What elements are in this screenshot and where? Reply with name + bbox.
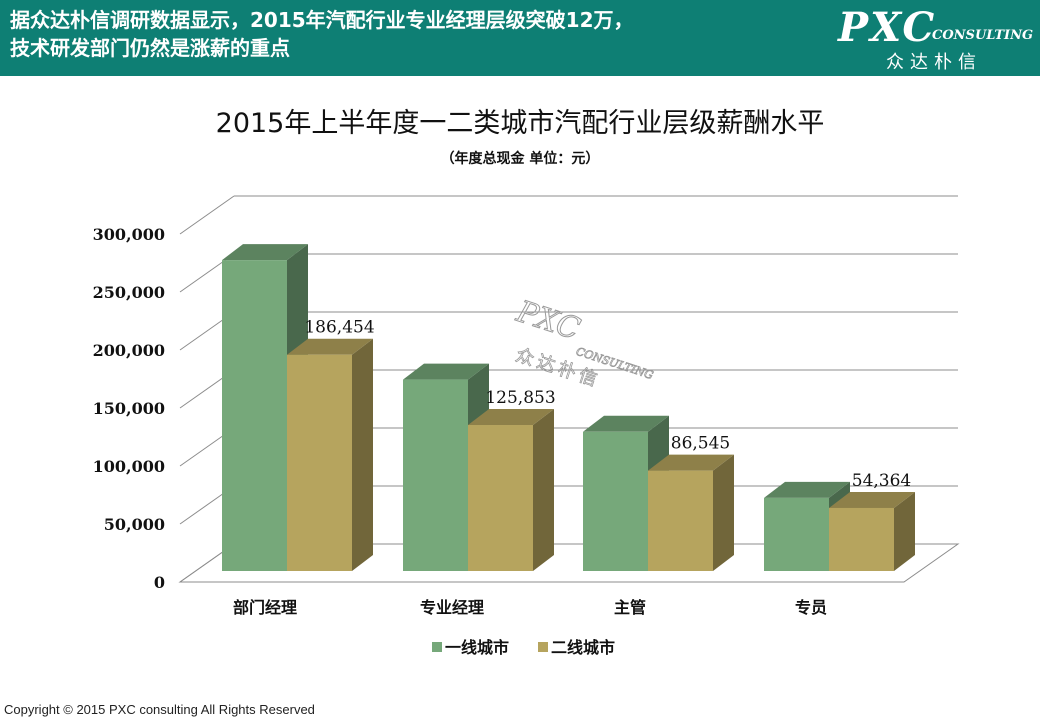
y-tick-label: 0 — [154, 573, 165, 592]
legend-swatch — [432, 642, 442, 652]
bar-side — [894, 491, 915, 571]
y-tick-label: 250,000 — [93, 283, 165, 302]
header-banner: 据众达朴信调研数据显示，2015年汽配行业专业经理层级突破12万， 技术研发部门… — [0, 0, 1040, 76]
logo-cn-text: 众达朴信 — [886, 52, 982, 73]
y-tick-label: 150,000 — [93, 399, 165, 418]
bar — [222, 260, 287, 571]
y-tick-label: 300,000 — [93, 225, 165, 244]
y-tick-label: 50,000 — [104, 515, 165, 534]
headline: 据众达朴信调研数据显示，2015年汽配行业专业经理层级突破12万， 技术研发部门… — [10, 6, 830, 62]
logo-main-text: PXC — [838, 4, 937, 51]
bar — [648, 470, 713, 571]
data-label: 54,364 — [852, 471, 911, 491]
bar — [403, 379, 468, 571]
x-axis: 部门经理 专业经理 主管 专员 — [233, 598, 827, 617]
data-labels: 186,454 125,853 86,545 54,364 — [304, 318, 911, 491]
grid-diagonal — [179, 195, 235, 235]
chart-title: 2015年上半年度一二类城市汽配行业层级薪酬水平 — [216, 108, 825, 139]
data-label: 125,853 — [485, 388, 555, 408]
legend-label: 二线城市 — [551, 638, 615, 657]
bar-top — [829, 491, 915, 508]
bar-side — [713, 454, 734, 571]
bar-top — [764, 481, 850, 498]
headline-line-2: 技术研发部门仍然是涨薪的重点 — [10, 36, 290, 60]
category-label: 专业经理 — [420, 598, 484, 617]
y-tick-label: 200,000 — [93, 341, 165, 360]
bar — [468, 425, 533, 571]
bar-top — [468, 409, 554, 426]
legend: 一线城市 二线城市 — [432, 638, 615, 657]
watermark-main: PXC — [512, 294, 585, 347]
data-label: 186,454 — [304, 318, 374, 338]
category-label: 专员 — [795, 598, 827, 617]
bar-top — [583, 415, 669, 432]
bar-top — [403, 363, 489, 380]
bar — [764, 497, 829, 571]
logo-sub-text: CONSULTING — [932, 28, 1034, 43]
bar — [829, 507, 894, 571]
bar-top — [222, 244, 308, 261]
bar-side — [533, 409, 554, 571]
pxc-logo: PXC CONSULTING 众达朴信 — [838, 4, 1038, 73]
category-label: 部门经理 — [233, 598, 297, 617]
chart-floor — [178, 543, 960, 583]
legend-swatch — [538, 642, 548, 652]
chart-subtitle: （年度总现金 单位：元） — [441, 150, 600, 167]
legend-label: 一线城市 — [445, 638, 509, 657]
y-axis: 0 50,000 100,000 150,000 200,000 250,000 300,0… — [93, 225, 165, 592]
salary-chart: 2015年上半年度一二类城市汽配行业层级薪酬水平 （年度总现金 单位：元） 0 5… — [93, 108, 960, 657]
bar-top — [287, 338, 373, 355]
category-label: 主管 — [614, 598, 646, 617]
bar-top — [648, 454, 734, 471]
bar — [287, 354, 352, 571]
bars — [222, 244, 915, 571]
data-label: 86,545 — [671, 434, 730, 454]
bar-side — [352, 338, 373, 571]
bar — [583, 431, 648, 571]
y-tick-label: 100,000 — [93, 457, 165, 476]
copyright-footer: Copyright © 2015 PXC consulting All Righ… — [4, 702, 315, 717]
headline-line-1: 据众达朴信调研数据显示，2015年汽配行业专业经理层级突破12万， — [10, 8, 634, 32]
